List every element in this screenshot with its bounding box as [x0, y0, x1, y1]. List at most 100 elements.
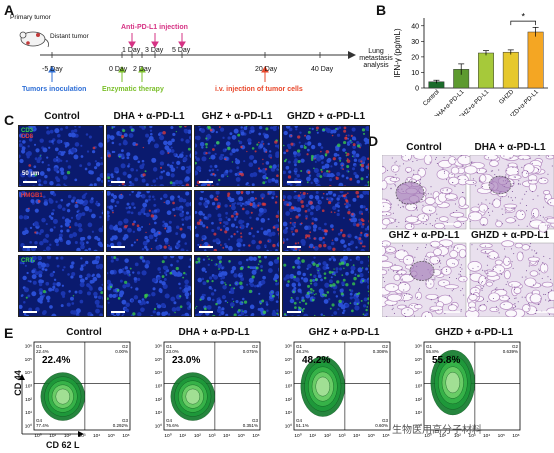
nucleus-dot: [406, 179, 408, 181]
flow-q4-label: G4: [296, 418, 303, 423]
nucleus-dot: [404, 283, 406, 285]
e-title-dha: DHA + α-PD-L1: [178, 327, 250, 338]
nucleus-dot: [396, 271, 398, 273]
nucleus-dot: [402, 205, 404, 207]
alveolus: [546, 307, 554, 315]
flow-ytick-label: 10¹: [285, 410, 292, 416]
nucleus-dot: [461, 268, 463, 270]
flow-ytick-label: 10⁵: [155, 357, 162, 363]
nucleus-dot: [419, 183, 421, 185]
nucleus-dot: [403, 250, 405, 252]
nucleus-dot: [427, 193, 429, 195]
alveolus: [382, 255, 389, 262]
nucleus-dot: [491, 203, 493, 205]
nucleus-dot: [526, 171, 528, 173]
nucleus-dot: [477, 266, 479, 268]
alveolus: [499, 301, 513, 310]
d-title-ghz: GHZ + α-PD-L1: [388, 230, 460, 241]
nucleus-dot: [537, 195, 539, 197]
alveolus: [478, 275, 487, 286]
nucleus-dot: [413, 260, 415, 262]
flow-q3-label: 0.351%: [243, 423, 258, 428]
nucleus-dot: [481, 202, 483, 204]
nucleus-dot: [422, 204, 424, 206]
alveolus: [505, 309, 518, 317]
nucleus-dot: [529, 297, 531, 299]
nucleus-dot: [521, 166, 523, 168]
nucleus-dot: [544, 180, 546, 182]
e-y-arrowhead: [19, 374, 25, 380]
b-bar: [478, 52, 494, 89]
alveolus: [545, 217, 554, 224]
if-tile: [194, 190, 280, 252]
nucleus-dot: [475, 289, 477, 291]
nucleus-dot: [545, 224, 547, 226]
flow-xtick-label: 10³: [79, 433, 86, 439]
flow-xtick-label: 10³: [209, 433, 216, 439]
nucleus-dot: [382, 166, 384, 168]
nucleus-dot: [435, 220, 437, 222]
nucleus-dot: [481, 289, 483, 291]
nucleus-dot: [418, 170, 420, 172]
nucleus-dot: [463, 294, 465, 296]
nucleus-dot: [413, 315, 415, 317]
scale-bar: [23, 246, 37, 248]
nucleus-dot: [437, 300, 439, 302]
flow-xtick-label: 10⁰: [294, 433, 301, 439]
nucleus-dot: [406, 258, 408, 260]
nucleus-dot: [517, 183, 519, 185]
alveolus: [382, 261, 393, 268]
nucleus-dot: [431, 225, 433, 227]
nucleus-dot: [506, 170, 508, 172]
nucleus-dot: [428, 280, 430, 282]
day-2-label: 2 Day: [133, 66, 152, 73]
nucleus-dot: [541, 277, 543, 279]
alveolus: [468, 293, 478, 301]
nucleus-dot: [434, 279, 436, 281]
nucleus-dot: [477, 203, 479, 205]
nucleus-dot: [502, 213, 504, 215]
flow-ytick-label: 10³: [285, 384, 292, 390]
nucleus-dot: [413, 173, 415, 175]
nucleus-dot: [494, 174, 496, 176]
nucleus-dot: [446, 179, 448, 181]
metastasis-nodule: [395, 181, 425, 205]
nucleus-dot: [417, 247, 419, 249]
nucleus-dot: [425, 283, 427, 285]
alveolus: [401, 155, 412, 162]
nucleus-dot: [528, 308, 530, 310]
alveolus: [517, 155, 531, 161]
nucleus-dot: [457, 176, 459, 178]
alveolus: [458, 248, 467, 259]
nucleus-dot: [408, 158, 410, 160]
nucleus-dot: [392, 304, 394, 306]
panel-c-letter: C: [4, 112, 15, 128]
flow-q2-label: 0.075%: [243, 349, 258, 354]
nucleus-dot: [416, 180, 418, 182]
nucleus-dot: [484, 277, 486, 279]
nucleus-dot: [478, 169, 480, 171]
nucleus-dot: [411, 180, 413, 182]
nucleus-dot: [413, 169, 415, 171]
nucleus-dot: [493, 281, 495, 283]
nucleus-dot: [512, 182, 514, 184]
nucleus-dot: [439, 261, 441, 263]
nucleus-dot: [405, 155, 407, 156]
nucleus-dot: [548, 300, 550, 302]
alveolus: [425, 293, 439, 300]
nucleus-dot: [429, 223, 431, 225]
nucleus-dot: [443, 170, 445, 172]
nucleus-dot: [476, 171, 478, 173]
nucleus-dot: [502, 296, 504, 298]
nucleus-dot: [461, 165, 463, 167]
nucleus-dot: [511, 185, 513, 187]
nucleus-dot: [419, 287, 421, 289]
nucleus-dot: [478, 309, 480, 311]
nucleus-dot: [426, 219, 428, 221]
alveolus: [447, 304, 458, 312]
flow-xtick-label: 10¹: [439, 433, 446, 439]
nucleus-dot: [456, 210, 458, 212]
nucleus-dot: [439, 260, 441, 262]
day-20-label: 20 Day: [255, 66, 278, 73]
